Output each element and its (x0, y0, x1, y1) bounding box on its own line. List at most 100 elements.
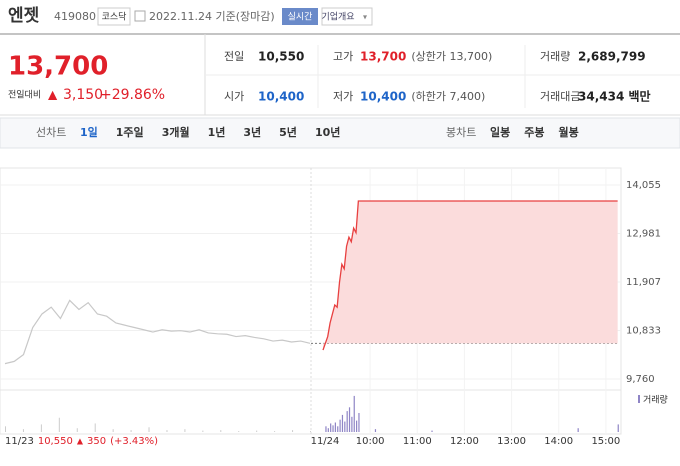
quote-value: 13,700 (360, 50, 406, 64)
volume-bar (202, 430, 204, 432)
x-tick-label: 10:00 (356, 436, 385, 447)
quote-label: 저가 (333, 90, 353, 103)
quote-value: 10,400 (258, 90, 304, 104)
volume-bar (356, 420, 358, 432)
day-label: 11/24 (311, 436, 340, 447)
change: 3,150 (63, 87, 103, 103)
tab[interactable]: 1년 (208, 125, 226, 139)
x-tick-label: 11:00 (403, 436, 432, 447)
quote-value: 10,400 (360, 90, 406, 104)
tab[interactable]: 1일 (80, 125, 98, 139)
volume-bar (332, 425, 334, 432)
volume-bar (292, 430, 294, 432)
x-tick-label: 15:00 (591, 436, 620, 447)
volume-bar (22, 429, 24, 432)
quote-value: 34,434 백만 (578, 89, 651, 104)
volume-bar (341, 414, 344, 432)
volume-bar (184, 429, 186, 432)
volume-bar (76, 428, 78, 432)
prev-day-info: 350 (87, 436, 106, 447)
quote-label: 시가 (224, 90, 244, 103)
tab[interactable]: 5년 (279, 125, 297, 139)
prev-day-info: (+3.43%) (110, 436, 158, 447)
volume-bar (238, 431, 240, 432)
volume-bar (40, 424, 42, 432)
volume-bar (353, 395, 355, 432)
price: 13,700 (8, 52, 108, 82)
company[interactable]: 기업개요 (321, 12, 354, 23)
up-icon: ▲ (77, 437, 84, 446)
quote-label: 전일 (224, 49, 244, 63)
volume-bar (431, 430, 433, 432)
quote-value: 10,550 (258, 50, 304, 64)
volume-bar (166, 430, 168, 432)
x-tick-label: 14:00 (544, 436, 573, 447)
tab[interactable]: 월봉 (559, 125, 579, 139)
today-line (322, 200, 618, 351)
volume-bar (325, 426, 327, 432)
y-tick-label: 11,907 (626, 277, 661, 288)
prev-day-info: 10,550 (38, 436, 73, 447)
volume-bar (94, 423, 96, 432)
calendar-icon (134, 10, 146, 22)
volume-bar (327, 428, 329, 432)
company-button[interactable] (321, 7, 373, 26)
up-icon: ▲ (48, 88, 58, 102)
rate: +29.86% (100, 87, 165, 103)
volume-bar (617, 424, 619, 432)
quote-value: 2,689,799 (578, 50, 646, 64)
today-area (323, 201, 618, 351)
volume-bar (337, 426, 339, 432)
tab-label: 봉차트 (446, 126, 476, 139)
realtime[interactable]: 실시간 (288, 12, 313, 23)
date: 2022.11.24 기준(장마감) (149, 10, 275, 23)
tab[interactable]: 3년 (243, 125, 261, 139)
realtime-button[interactable] (282, 8, 318, 25)
y-tick-label: 12,981 (626, 229, 661, 240)
volume-bar (274, 431, 276, 432)
prev-day-info: 11/23 (5, 436, 34, 447)
volume-bar (344, 421, 346, 432)
market: 코스닥 (102, 12, 127, 23)
quote-label: 거래량 (540, 50, 570, 63)
tab[interactable]: 3개월 (162, 125, 190, 139)
dropdown-arrow: ▾ (363, 13, 367, 22)
change-label: 전일대비 (8, 90, 41, 101)
volume-bar (112, 429, 114, 432)
tab[interactable]: 일봉 (490, 125, 510, 139)
quote-label: 고가 (333, 50, 353, 63)
volume-bar (346, 411, 348, 432)
x-tick-label: 12:00 (450, 436, 479, 447)
volume-bar (310, 431, 311, 432)
stock-code: 419080 (54, 10, 96, 23)
prev-day-line (4, 299, 311, 365)
market-tag (97, 7, 131, 26)
tab-bar (0, 117, 680, 149)
volume-bar (351, 416, 353, 432)
legend-label: 거래량 (643, 394, 668, 406)
volume-bar (577, 428, 579, 432)
volume-bar (358, 413, 360, 432)
volume-bar (148, 427, 150, 432)
y-tick-label: 14,055 (626, 180, 661, 191)
tab[interactable]: 주봉 (524, 126, 544, 139)
legend-swatch (638, 395, 640, 403)
stock-name: 엔젯 (8, 6, 40, 26)
volume-bar (348, 407, 351, 432)
tab[interactable]: 1주일 (116, 125, 144, 139)
y-tick-label: 10,833 (626, 326, 661, 337)
volume-bar (330, 423, 332, 432)
tab[interactable]: 10년 (315, 125, 340, 139)
volume-bar (334, 422, 336, 432)
y-tick-label: 9,760 (626, 374, 655, 385)
volume-bar (130, 430, 132, 432)
volume-bar (220, 430, 222, 432)
quote-label: 거래대금 (540, 90, 580, 103)
volume-bar (58, 417, 60, 432)
volume-bar (374, 429, 377, 432)
tab-label: 선차트 (36, 126, 66, 139)
volume-bar (5, 426, 6, 432)
volume-bar (339, 419, 341, 432)
